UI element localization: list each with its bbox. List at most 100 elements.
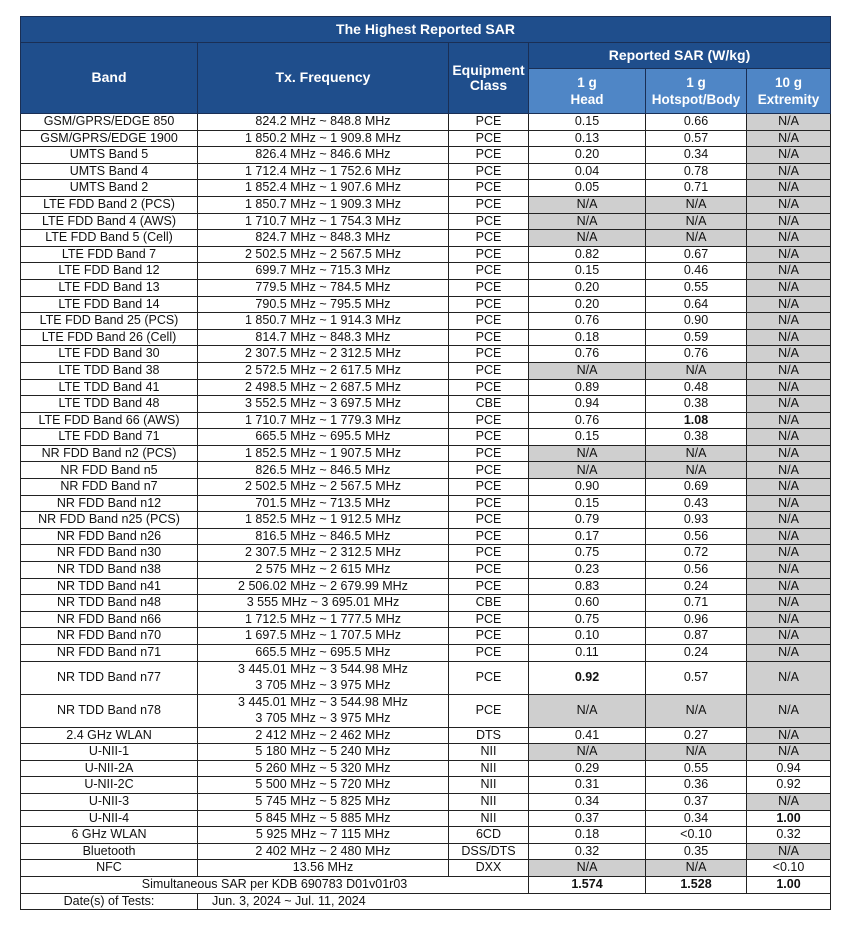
frequency-cell: 5 845 MHz ~ 5 885 MHz	[197, 809, 449, 828]
body-sar-cell: 0.24	[645, 577, 747, 596]
class-cell: DXX	[448, 859, 529, 877]
body-sar-cell: 0.71	[645, 594, 747, 612]
table-row: NR FDD Band n12 701.5 MHz ~ 713.5 MHz PCE 0…	[20, 494, 831, 513]
body-sar-cell: 0.72	[645, 544, 747, 563]
band-cell: LTE FDD Band 26 (Cell)	[20, 328, 198, 347]
table-row: LTE FDD Band 7 2 502.5 MHz ~ 2 567.5 MHz P…	[20, 245, 831, 264]
frequency-cell: 701.5 MHz ~ 713.5 MHz	[197, 494, 449, 513]
dates-value: Jun. 3, 2024 ~ Jul. 11, 2024	[197, 892, 831, 911]
frequency-range: 1 852.5 MHz ~ 1 907.5 MHz	[245, 445, 401, 460]
table-row: NR FDD Band n66 1 712.5 MHz ~ 1 777.5 MHz…	[20, 610, 831, 629]
class-cell: PCE	[448, 644, 529, 662]
class-cell: NII	[448, 776, 529, 794]
head-sar-cell: 0.82	[528, 245, 646, 264]
class-cell: PCE	[448, 693, 529, 728]
body-sar-cell: N/A	[645, 444, 747, 463]
head-sar-cell: 0.94	[528, 395, 646, 413]
table-row: UMTS Band 5 826.4 MHz ~ 846.6 MHz PCE 0.20 0…	[20, 146, 831, 164]
class-cell: CBE	[448, 395, 529, 413]
ext-sar-cell: N/A	[746, 743, 831, 761]
ext-sar-cell: N/A	[746, 444, 831, 463]
ext-sar-cell: N/A	[746, 461, 831, 480]
body-sar-cell: 0.46	[645, 262, 747, 280]
head-sar-cell: 0.29	[528, 759, 646, 778]
frequency-range: 3 555 MHz ~ 3 695.01 MHz	[246, 595, 400, 610]
body-sar-cell: 0.55	[645, 759, 747, 778]
class-cell: DTS	[448, 726, 529, 745]
ext-sar-cell: N/A	[746, 395, 831, 413]
head-sar-cell: 0.05	[528, 179, 646, 197]
table-row: LTE FDD Band 26 (Cell) 814.7 MHz ~ 848.3 …	[20, 328, 831, 347]
frequency-cell: 2 506.02 MHz ~ 2 679.99 MHz	[197, 577, 449, 596]
table-row: LTE FDD Band 5 (Cell) 824.7 MHz ~ 848.3 M…	[20, 229, 831, 247]
table-row: LTE FDD Band 13 779.5 MHz ~ 784.5 MHz PCE 0…	[20, 278, 831, 297]
frequency-cell: 2 575 MHz ~ 2 615 MHz	[197, 561, 449, 579]
body-sar-cell: 0.96	[645, 610, 747, 629]
frequency-range: 824.2 MHz ~ 848.8 MHz	[255, 114, 391, 129]
frequency-range: 5 745 MHz ~ 5 825 MHz	[255, 794, 391, 809]
class-cell: PCE	[448, 627, 529, 645]
class-cell: PCE	[448, 245, 529, 264]
frequency-cell: 826.5 MHz ~ 846.5 MHz	[197, 461, 449, 480]
head-sar-cell: 0.20	[528, 295, 646, 314]
body-sar-cell: N/A	[645, 743, 747, 761]
frequency-range: 3 705 MHz ~ 3 975 MHz	[255, 710, 391, 725]
frequency-range: 2 307.5 MHz ~ 2 312.5 MHz	[245, 346, 401, 361]
class-cell: PCE	[448, 411, 529, 430]
frequency-range: 1 852.4 MHz ~ 1 907.6 MHz	[245, 180, 401, 195]
band-cell: NR FDD Band n25 (PCS)	[20, 511, 198, 529]
table-row: LTE FDD Band 2 (PCS) 1 850.7 MHz ~ 1 909.…	[20, 195, 831, 214]
frequency-cell: 665.5 MHz ~ 695.5 MHz	[197, 644, 449, 662]
frequency-range: 2 502.5 MHz ~ 2 567.5 MHz	[245, 479, 401, 494]
frequency-cell: 2 307.5 MHz ~ 2 312.5 MHz	[197, 544, 449, 563]
frequency-range: 2 498.5 MHz ~ 2 687.5 MHz	[245, 379, 401, 394]
frequency-cell: 3 552.5 MHz ~ 3 697.5 MHz	[197, 395, 449, 413]
frequency-range: 3 445.01 MHz ~ 3 544.98 MHz	[238, 662, 408, 677]
frequency-range: 5 845 MHz ~ 5 885 MHz	[255, 810, 391, 825]
header-ext-line1: 10 g	[774, 75, 802, 90]
frequency-cell: 3 555 MHz ~ 3 695.01 MHz	[197, 594, 449, 612]
frequency-range: 665.5 MHz ~ 695.5 MHz	[255, 645, 391, 660]
frequency-cell: 5 745 MHz ~ 5 825 MHz	[197, 792, 449, 811]
frequency-cell: 3 445.01 MHz ~ 3 544.98 MHz 3 705 MHz ~ 3…	[197, 693, 449, 728]
frequency-range: 2 502.5 MHz ~ 2 567.5 MHz	[245, 246, 401, 261]
class-cell: 6CD	[448, 826, 529, 844]
ext-sar-cell: N/A	[746, 644, 831, 662]
frequency-range: 779.5 MHz ~ 784.5 MHz	[255, 279, 391, 294]
table-row: NR FDD Band n2 (PCS) 1 852.5 MHz ~ 1 907.…	[20, 444, 831, 463]
band-cell: 2.4 GHz WLAN	[20, 726, 198, 745]
band-cell: NR TDD Band n78	[20, 693, 198, 728]
table-row: LTE FDD Band 25 (PCS) 1 850.7 MHz ~ 1 914…	[20, 312, 831, 330]
ext-sar-cell: N/A	[746, 113, 831, 131]
frequency-range: 1 710.7 MHz ~ 1 754.3 MHz	[245, 213, 401, 228]
frequency-cell: 1 697.5 MHz ~ 1 707.5 MHz	[197, 627, 449, 645]
head-sar-cell: 0.32	[528, 842, 646, 861]
frequency-cell: 790.5 MHz ~ 795.5 MHz	[197, 295, 449, 314]
frequency-cell: 814.7 MHz ~ 848.3 MHz	[197, 328, 449, 347]
frequency-cell: 779.5 MHz ~ 784.5 MHz	[197, 278, 449, 297]
body-sar-cell: 0.38	[645, 395, 747, 413]
head-sar-cell: 0.20	[528, 278, 646, 297]
class-cell: PCE	[448, 428, 529, 446]
frequency-cell: 1 712.5 MHz ~ 1 777.5 MHz	[197, 610, 449, 629]
table-row: NR TDD Band n38 2 575 MHz ~ 2 615 MHz PCE 0…	[20, 561, 831, 579]
ext-sar-cell: 1.00	[746, 809, 831, 828]
frequency-range: 699.7 MHz ~ 715.3 MHz	[255, 263, 391, 278]
head-sar-cell: 0.31	[528, 776, 646, 794]
band-cell: NR FDD Band n70	[20, 627, 198, 645]
ext-sar-cell: N/A	[746, 146, 831, 164]
frequency-range: 824.7 MHz ~ 848.3 MHz	[255, 230, 391, 245]
class-cell: PCE	[448, 179, 529, 197]
band-cell: U-NII-4	[20, 809, 198, 828]
frequency-range: 1 712.4 MHz ~ 1 752.6 MHz	[245, 163, 401, 178]
ext-sar-cell: N/A	[746, 328, 831, 347]
class-cell: PCE	[448, 544, 529, 563]
class-cell: PCE	[448, 195, 529, 214]
header-head-line2: Head	[570, 92, 604, 107]
frequency-cell: 816.5 MHz ~ 846.5 MHz	[197, 527, 449, 546]
ext-sar-cell: N/A	[746, 511, 831, 529]
frequency-cell: 665.5 MHz ~ 695.5 MHz	[197, 428, 449, 446]
ext-sar-cell: N/A	[746, 179, 831, 197]
frequency-cell: 5 180 MHz ~ 5 240 MHz	[197, 743, 449, 761]
